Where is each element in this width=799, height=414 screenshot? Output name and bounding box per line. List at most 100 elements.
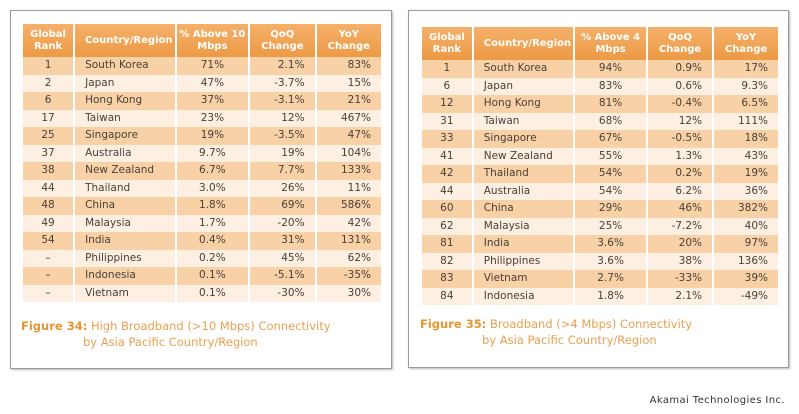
cell-rank: 31 — [422, 112, 472, 130]
cell-country: Singapore — [75, 127, 175, 145]
cell-country: India — [75, 232, 175, 250]
cell-yoy-change: 382% — [714, 200, 778, 218]
cell-qoq-change: 46% — [648, 200, 713, 218]
cell-yoy-change: 9.3% — [714, 77, 778, 95]
cell-rank: 1 — [422, 60, 472, 78]
cell-yoy-change: 586% — [316, 197, 381, 215]
cell-rank: 48 — [23, 197, 74, 215]
cell-country: Indonesia — [473, 287, 574, 305]
table-row: 60 China 29% 46% 382% — [422, 200, 778, 218]
cell-qoq-change: 6.2% — [648, 182, 713, 200]
cell-qoq-change: 7.7% — [250, 162, 315, 180]
cell-yoy-change: -35% — [316, 267, 381, 285]
table-row: 31 Taiwan 68% 12% 111% — [422, 112, 778, 130]
cell-country: Taiwan — [473, 112, 574, 130]
cell-country: Thailand — [473, 165, 574, 183]
column-header-qoq-change: QoQ Change — [250, 24, 315, 57]
cell-qoq-change: 12% — [250, 109, 315, 127]
cell-qoq-change: -3.7% — [250, 74, 315, 92]
cell-rank: 41 — [422, 147, 472, 165]
cell-qoq-change: 2.1% — [250, 57, 315, 75]
cell-percent-above: 37% — [176, 92, 249, 110]
cell-country: Malaysia — [75, 214, 175, 232]
cell-qoq-change: -33% — [648, 270, 713, 288]
cell-country: Japan — [75, 74, 175, 92]
cell-rank: 44 — [23, 179, 74, 197]
cell-rank: 6 — [422, 77, 472, 95]
table-row: 25 Singapore 19% -3.5% 47% — [23, 127, 381, 145]
cell-qoq-change: 12% — [648, 112, 713, 130]
cell-yoy-change: 97% — [714, 235, 778, 253]
cell-percent-above: 29% — [575, 200, 647, 218]
cell-percent-above: 25% — [575, 217, 647, 235]
cell-rank: 37 — [23, 144, 74, 162]
cell-rank: 17 — [23, 109, 74, 127]
column-header-percent-above: % Above 4 Mbps — [575, 27, 647, 60]
cell-rank: 38 — [23, 162, 74, 180]
table-row: 6 Hong Kong 37% -3.1% 21% — [23, 92, 381, 110]
figure-label: Figure 34: — [21, 319, 88, 333]
cell-yoy-change: 47% — [316, 127, 381, 145]
column-header-country: Country/Region — [75, 24, 175, 57]
cell-qoq-change: 38% — [648, 252, 713, 270]
cell-country: Philippines — [75, 249, 175, 267]
cell-country: Taiwan — [75, 109, 175, 127]
cell-yoy-change: 131% — [316, 232, 381, 250]
cell-country: China — [473, 200, 574, 218]
cell-qoq-change: -5.1% — [250, 267, 315, 285]
column-header-qoq-change: QoQ Change — [648, 27, 713, 60]
table-row: 62 Malaysia 25% -7.2% 40% — [422, 217, 778, 235]
cell-percent-above: 0.1% — [176, 267, 249, 285]
cell-qoq-change: 19% — [250, 144, 315, 162]
cell-qoq-change: 0.9% — [648, 60, 713, 78]
cell-percent-above: 1.8% — [176, 197, 249, 215]
cell-country: Malaysia — [473, 217, 574, 235]
table-row: – Vietnam 0.1% -30% 30% — [23, 284, 381, 302]
cell-yoy-change: 43% — [714, 147, 778, 165]
cell-qoq-change: -7.2% — [648, 217, 713, 235]
cell-yoy-change: 40% — [714, 217, 778, 235]
cell-yoy-change: 6.5% — [714, 95, 778, 113]
column-header-country: Country/Region — [473, 27, 574, 60]
cell-percent-above: 19% — [176, 127, 249, 145]
cell-rank: 62 — [422, 217, 472, 235]
table-row: 1 South Korea 71% 2.1% 83% — [23, 57, 381, 75]
cell-country: Vietnam — [75, 284, 175, 302]
cell-rank: 25 — [23, 127, 74, 145]
figure-34-panel: Global Rank Country/Region% Above 10 Mbps… — [10, 10, 392, 369]
cell-percent-above: 2.7% — [575, 270, 647, 288]
cell-percent-above: 94% — [575, 60, 647, 78]
cell-country: China — [75, 197, 175, 215]
cell-country: New Zealand — [473, 147, 574, 165]
cell-country: Philippines — [473, 252, 574, 270]
cell-yoy-change: 15% — [316, 74, 381, 92]
cell-country: Vietnam — [473, 270, 574, 288]
table-row: 42 Thailand 54% 0.2% 19% — [422, 165, 778, 183]
cell-country: India — [473, 235, 574, 253]
cell-country: Hong Kong — [473, 95, 574, 113]
cell-rank: 60 — [422, 200, 472, 218]
cell-rank: 82 — [422, 252, 472, 270]
cell-rank: 1 — [23, 57, 74, 75]
cell-yoy-change: 11% — [316, 179, 381, 197]
cell-country: Australia — [473, 182, 574, 200]
column-header-percent-above: % Above 10 Mbps — [176, 24, 249, 57]
cell-percent-above: 55% — [575, 147, 647, 165]
table-row: – Philippines 0.2% 45% 62% — [23, 249, 381, 267]
cell-country: Japan — [473, 77, 574, 95]
figure-35-caption: Figure 35: Broadband (>4 Mbps) Connectiv… — [420, 316, 692, 348]
cell-yoy-change: 42% — [316, 214, 381, 232]
table-row: 17 Taiwan 23% 12% 467% — [23, 109, 381, 127]
cell-country: South Korea — [75, 57, 175, 75]
cell-rank: 54 — [23, 232, 74, 250]
cell-rank: 2 — [23, 74, 74, 92]
cell-yoy-change: 18% — [714, 130, 778, 148]
cell-yoy-change: 136% — [714, 252, 778, 270]
cell-percent-above: 23% — [176, 109, 249, 127]
credit-text: Akamai Technologies Inc. — [649, 395, 785, 406]
cell-qoq-change: -20% — [250, 214, 315, 232]
figure-label: Figure 35: — [420, 317, 487, 331]
cell-yoy-change: 36% — [714, 182, 778, 200]
table-row: 38 New Zealand 6.7% 7.7% 133% — [23, 162, 381, 180]
column-header-rank: Global Rank — [23, 24, 74, 57]
